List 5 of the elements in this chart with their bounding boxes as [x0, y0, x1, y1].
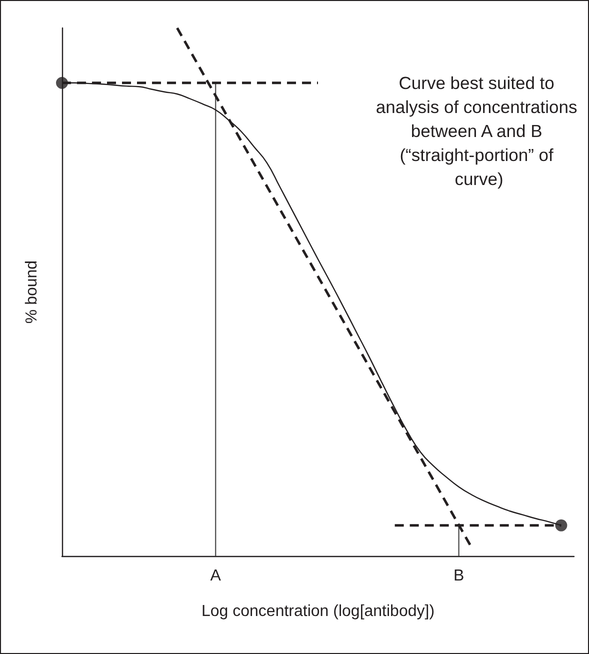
x-tick-label: B — [453, 568, 464, 584]
x-tick-label: A — [210, 568, 222, 584]
y-axis-title: % bound — [24, 260, 40, 324]
annotation: Curve best suited to analysis of concentrations between A and B (“straight-portion” of curve) — [376, 73, 582, 189]
x-axis-title: Log concentration (log[antibody]) — [201, 603, 435, 620]
